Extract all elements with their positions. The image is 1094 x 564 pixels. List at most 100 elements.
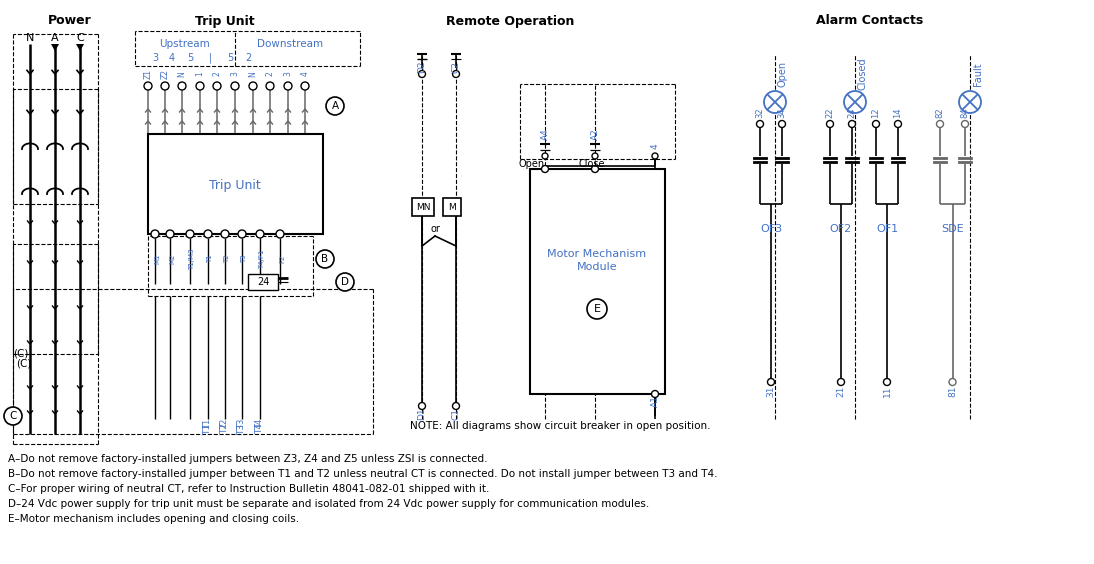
Text: C: C: [10, 411, 16, 421]
Circle shape: [203, 230, 212, 238]
Circle shape: [419, 403, 426, 409]
Text: A: A: [51, 33, 59, 43]
Text: 21: 21: [837, 385, 846, 396]
Text: Alarm Contacts: Alarm Contacts: [816, 15, 923, 28]
Text: 31: 31: [767, 385, 776, 396]
Text: 84: 84: [961, 108, 969, 118]
Text: 32: 32: [756, 108, 765, 118]
Circle shape: [826, 121, 834, 127]
Text: 4: 4: [301, 72, 310, 77]
Circle shape: [849, 121, 856, 127]
Text: 11: 11: [883, 385, 892, 396]
Circle shape: [249, 82, 257, 90]
Text: 2: 2: [245, 53, 252, 63]
Text: Open: Open: [519, 159, 545, 169]
Text: 3: 3: [152, 53, 158, 63]
Circle shape: [231, 82, 238, 90]
Circle shape: [166, 230, 174, 238]
Text: Close: Close: [579, 159, 605, 169]
Text: N: N: [177, 71, 186, 77]
Text: Downstream: Downstream: [257, 39, 323, 49]
Text: 2: 2: [266, 72, 275, 76]
Text: C: C: [77, 33, 84, 43]
Text: D2: D2: [418, 61, 427, 73]
Circle shape: [895, 121, 901, 127]
Text: 5: 5: [226, 53, 233, 63]
Text: T1: T1: [203, 424, 212, 435]
Circle shape: [419, 70, 426, 77]
Text: C–For proper wiring of neutral CT, refer to Instruction Bulletin 48041-082-01 sh: C–For proper wiring of neutral CT, refer…: [8, 484, 489, 494]
Bar: [443, 198, 461, 216]
Text: T4: T4: [256, 419, 265, 429]
Circle shape: [316, 250, 334, 268]
Circle shape: [592, 153, 598, 159]
Circle shape: [936, 121, 943, 127]
Text: OF1: OF1: [876, 224, 898, 234]
Text: Trip Unit: Trip Unit: [209, 179, 260, 192]
Text: A4: A4: [540, 128, 549, 140]
Text: Z1: Z1: [143, 69, 152, 79]
Text: E–Motor mechanism includes opening and closing coils.: E–Motor mechanism includes opening and c…: [8, 514, 299, 524]
Circle shape: [962, 121, 968, 127]
Circle shape: [144, 82, 152, 90]
Circle shape: [542, 153, 548, 159]
Text: 34: 34: [778, 108, 787, 118]
Circle shape: [301, 82, 309, 90]
Text: D: D: [341, 277, 349, 287]
Circle shape: [238, 230, 246, 238]
Text: 4: 4: [168, 53, 175, 63]
Text: 5: 5: [187, 53, 194, 63]
Text: T1: T1: [207, 254, 213, 263]
Text: Fault: Fault: [973, 62, 984, 86]
Text: F2: F2: [279, 255, 286, 263]
Text: OF3: OF3: [760, 224, 782, 234]
Circle shape: [652, 390, 659, 398]
Text: T4/F1: T4/F1: [259, 249, 265, 269]
Text: T2: T2: [221, 424, 230, 434]
Text: 3: 3: [283, 72, 292, 77]
Text: T3: T3: [237, 419, 246, 429]
Circle shape: [884, 378, 891, 386]
Text: MN: MN: [416, 202, 430, 212]
Circle shape: [843, 91, 866, 113]
Text: M2: M2: [168, 254, 175, 264]
Circle shape: [336, 273, 354, 291]
Circle shape: [764, 91, 785, 113]
Circle shape: [276, 230, 284, 238]
Text: 2: 2: [212, 72, 221, 76]
Text: B: B: [322, 254, 328, 264]
Text: Z2: Z2: [161, 69, 170, 79]
Text: 1: 1: [196, 72, 205, 76]
Circle shape: [768, 378, 775, 386]
Circle shape: [873, 121, 880, 127]
Text: T3: T3: [237, 424, 246, 435]
Text: OF2: OF2: [830, 224, 852, 234]
Circle shape: [151, 230, 159, 238]
Text: T2: T2: [221, 419, 230, 429]
Text: B–Do not remove factory-installed jumper between T1 and T2 unless neutral CT is : B–Do not remove factory-installed jumper…: [8, 469, 718, 479]
Bar: [412, 198, 434, 216]
Text: 4: 4: [651, 143, 660, 149]
Bar: [148, 134, 323, 234]
Circle shape: [196, 82, 203, 90]
Circle shape: [161, 82, 168, 90]
Text: 12: 12: [872, 108, 881, 118]
Text: C2: C2: [452, 61, 461, 73]
Circle shape: [756, 121, 764, 127]
Text: 14: 14: [894, 108, 903, 118]
Text: Closed: Closed: [858, 58, 868, 90]
Circle shape: [779, 121, 785, 127]
Text: |: |: [208, 53, 211, 63]
Text: 22: 22: [826, 108, 835, 118]
Text: 82: 82: [935, 108, 944, 118]
Text: D–24 Vdc power supply for trip unit must be separate and isolated from 24 Vdc po: D–24 Vdc power supply for trip unit must…: [8, 499, 649, 509]
Circle shape: [4, 407, 22, 425]
Circle shape: [186, 230, 194, 238]
Text: A: A: [331, 101, 338, 111]
Text: Power: Power: [48, 15, 92, 28]
Text: Module: Module: [577, 262, 617, 272]
Circle shape: [221, 230, 229, 238]
Text: or: or: [430, 224, 440, 234]
Text: A2: A2: [591, 128, 600, 140]
Text: N: N: [26, 33, 34, 43]
